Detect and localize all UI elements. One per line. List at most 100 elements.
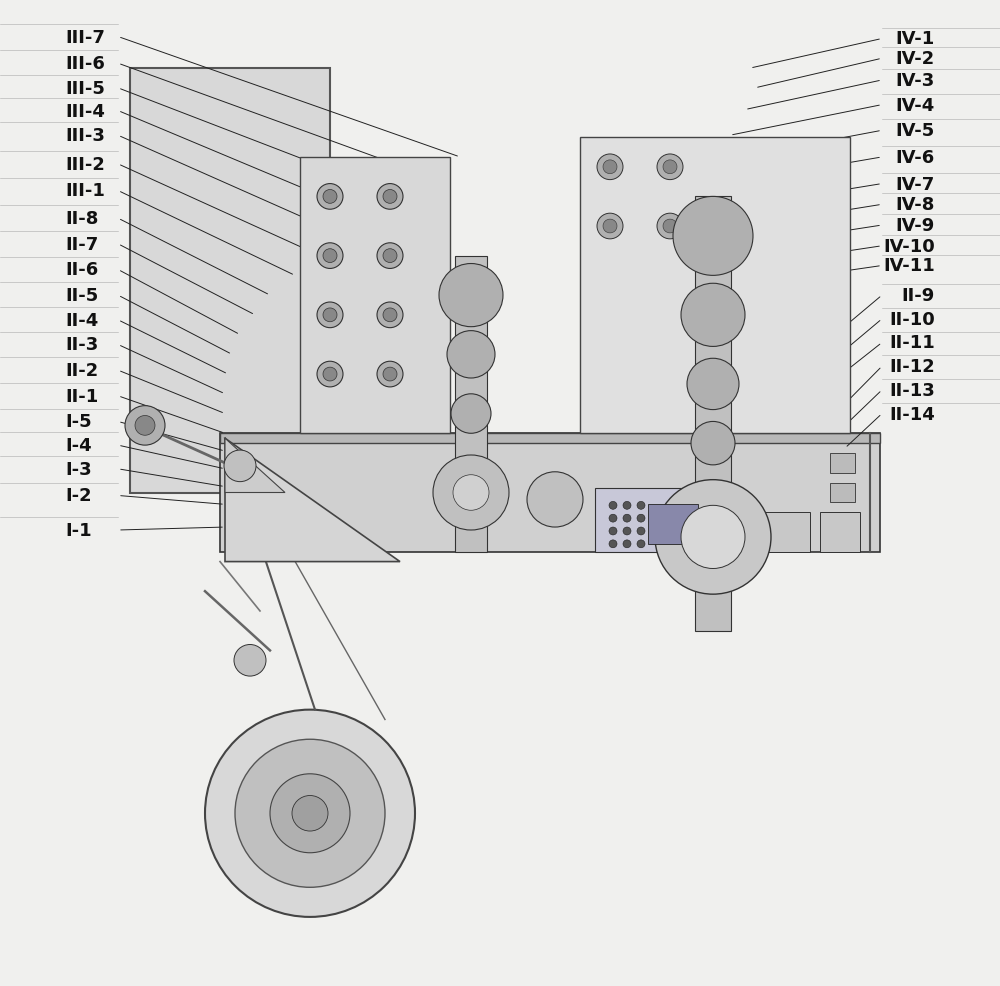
Bar [130, 69, 330, 493]
Polygon shape [225, 439, 400, 562]
Circle shape [323, 309, 337, 322]
Circle shape [125, 406, 165, 446]
Circle shape [317, 244, 343, 269]
Circle shape [317, 303, 343, 328]
Circle shape [681, 506, 745, 569]
Text: IV-11: IV-11 [883, 257, 935, 275]
Text: II-3: II-3 [65, 336, 98, 354]
Text: IV-9: IV-9 [896, 217, 935, 235]
Circle shape [603, 220, 617, 234]
Circle shape [637, 540, 645, 548]
Text: II-2: II-2 [65, 362, 98, 380]
Text: I-3: I-3 [65, 460, 92, 478]
Circle shape [383, 309, 397, 322]
Circle shape [691, 422, 735, 465]
Text: II-12: II-12 [889, 358, 935, 376]
Text: II-1: II-1 [65, 387, 98, 405]
Text: IV-10: IV-10 [883, 238, 935, 255]
Circle shape [623, 528, 631, 535]
Text: IV-2: IV-2 [896, 50, 935, 68]
Circle shape [224, 451, 256, 482]
Circle shape [323, 190, 337, 204]
Text: II-11: II-11 [889, 334, 935, 352]
Circle shape [451, 394, 491, 434]
Text: III-5: III-5 [65, 80, 105, 98]
Circle shape [663, 220, 677, 234]
Text: II-13: II-13 [889, 382, 935, 399]
Text: II-6: II-6 [65, 261, 98, 279]
Text: III-2: III-2 [65, 156, 105, 174]
Circle shape [317, 362, 343, 387]
Circle shape [603, 161, 617, 175]
Text: I-1: I-1 [65, 522, 92, 539]
Text: IV-5: IV-5 [896, 122, 935, 140]
Circle shape [527, 472, 583, 528]
Bar [648, 505, 698, 544]
Text: I-5: I-5 [65, 413, 92, 431]
Circle shape [433, 456, 509, 530]
Text: III-6: III-6 [65, 55, 105, 73]
Circle shape [637, 528, 645, 535]
Circle shape [637, 502, 645, 510]
Circle shape [383, 249, 397, 263]
Text: III-4: III-4 [65, 103, 105, 120]
Bar [595, 488, 710, 552]
Circle shape [234, 645, 266, 676]
Bar [580, 138, 850, 434]
Circle shape [323, 368, 337, 382]
Bar [455, 256, 487, 552]
Circle shape [681, 284, 745, 347]
Bar [755, 513, 810, 552]
Circle shape [609, 502, 617, 510]
Circle shape [673, 197, 753, 276]
Text: IV-7: IV-7 [896, 176, 935, 193]
Text: IV-4: IV-4 [896, 97, 935, 114]
Polygon shape [220, 434, 880, 444]
Bar [300, 158, 450, 434]
Text: II-4: II-4 [65, 312, 98, 329]
Text: II-9: II-9 [902, 287, 935, 305]
Circle shape [377, 184, 403, 210]
Text: III-7: III-7 [65, 29, 105, 46]
Circle shape [597, 214, 623, 240]
Circle shape [317, 184, 343, 210]
Text: I-4: I-4 [65, 437, 92, 455]
Text: II-5: II-5 [65, 287, 98, 305]
Circle shape [623, 502, 631, 510]
Bar [830, 454, 855, 473]
Circle shape [687, 359, 739, 410]
Circle shape [657, 214, 683, 240]
Circle shape [205, 710, 415, 917]
Text: II-8: II-8 [65, 210, 98, 228]
Circle shape [383, 190, 397, 204]
Polygon shape [225, 439, 285, 493]
Circle shape [377, 362, 403, 387]
Text: III-3: III-3 [65, 127, 105, 145]
Circle shape [663, 161, 677, 175]
Circle shape [439, 264, 503, 327]
Circle shape [609, 515, 617, 523]
Circle shape [292, 796, 328, 831]
Text: II-14: II-14 [889, 405, 935, 423]
Circle shape [609, 540, 617, 548]
Circle shape [637, 515, 645, 523]
Text: II-7: II-7 [65, 236, 98, 253]
Circle shape [609, 528, 617, 535]
Text: IV-8: IV-8 [896, 196, 935, 214]
Circle shape [377, 303, 403, 328]
Circle shape [597, 155, 623, 180]
Text: III-1: III-1 [65, 182, 105, 200]
Text: I-2: I-2 [65, 487, 92, 505]
Bar [220, 434, 880, 552]
Circle shape [323, 249, 337, 263]
Circle shape [377, 244, 403, 269]
Circle shape [655, 480, 771, 595]
Circle shape [135, 416, 155, 436]
Text: II-10: II-10 [889, 311, 935, 328]
Circle shape [270, 774, 350, 853]
Text: IV-3: IV-3 [896, 72, 935, 90]
Circle shape [623, 540, 631, 548]
Circle shape [657, 155, 683, 180]
Circle shape [383, 368, 397, 382]
Circle shape [235, 740, 385, 887]
